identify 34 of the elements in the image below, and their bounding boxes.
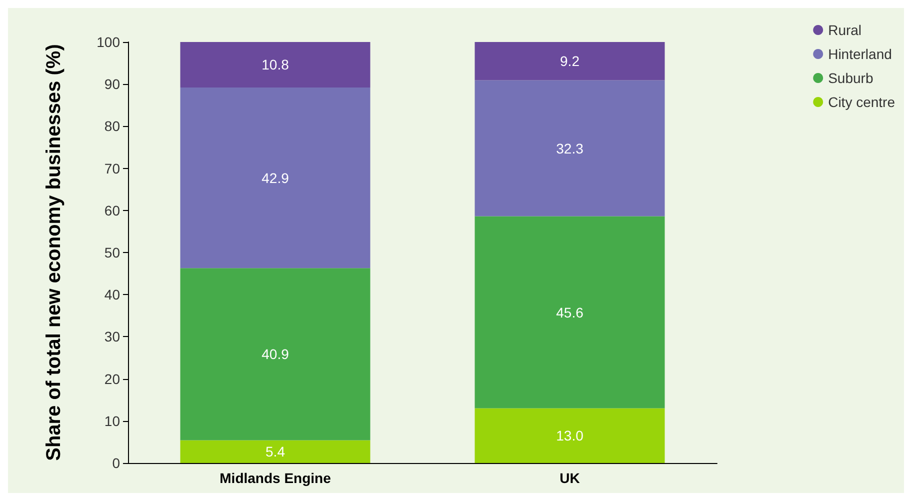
y-tick-label: 70 — [104, 160, 120, 176]
y-tick-label: 30 — [104, 328, 120, 345]
data-label: 10.8 — [262, 56, 290, 73]
y-axis-title: Share of total new economy businesses (%) — [43, 44, 65, 461]
x-tick-label: UK — [560, 470, 580, 486]
bar — [180, 440, 370, 463]
bar — [474, 408, 665, 463]
bar — [474, 42, 665, 80]
y-tick-label: 10 — [104, 412, 120, 429]
bar — [180, 42, 370, 88]
bar — [180, 268, 370, 440]
data-label: 13.0 — [556, 428, 584, 444]
data-label: 45.6 — [556, 304, 584, 320]
data-label: 5.4 — [266, 444, 286, 460]
bar — [180, 87, 370, 268]
data-label: 42.9 — [262, 170, 290, 186]
bar — [474, 216, 665, 408]
data-label: 32.3 — [556, 140, 584, 156]
y-tick-label: 100 — [96, 34, 120, 50]
data-label: 40.9 — [262, 346, 290, 362]
legend-label: City centre — [828, 94, 896, 110]
y-tick-label: 80 — [104, 118, 120, 134]
legend-label: Rural — [828, 22, 862, 38]
y-tick-label: 50 — [104, 244, 120, 260]
y-tick-label: 90 — [104, 76, 120, 92]
y-tick-label: 60 — [104, 202, 120, 218]
y-tick-label: 40 — [104, 286, 120, 303]
y-tick-label: 0 — [112, 455, 120, 471]
y-tick-label: 20 — [104, 370, 120, 387]
bar — [474, 80, 665, 216]
legend-label: Hinterland — [828, 46, 892, 62]
data-label: 9.2 — [560, 53, 580, 70]
legend-label: Suburb — [828, 70, 874, 86]
x-tick-label: Midlands Engine — [220, 470, 332, 486]
